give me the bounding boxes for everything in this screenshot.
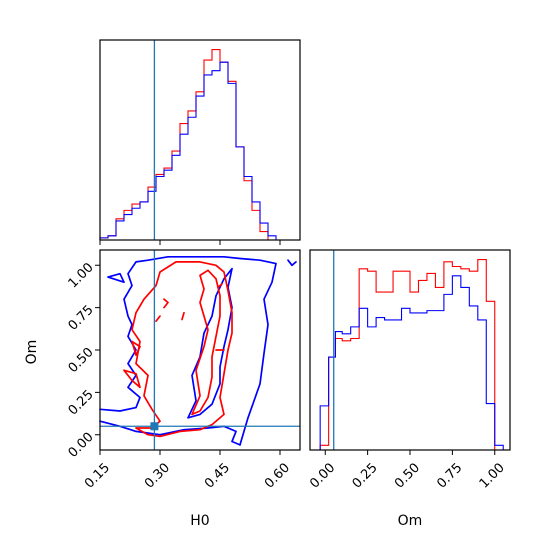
om-hist-xtick-label-1: 0.00 — [307, 460, 338, 491]
x-axis-label-om: Om — [398, 513, 423, 529]
om-hist-series-1 — [310, 258, 510, 451]
om-histogram-panel: 0.00 0.25 0.50 0.75 1.00 — [307, 249, 511, 492]
contour-inner-1 — [131, 261, 233, 438]
om-hist-xtick-label-5: 1.00 — [477, 460, 508, 491]
h0-hist-series-2 — [99, 61, 277, 240]
joint-xtick-label-3: 0.45 — [202, 460, 233, 491]
om-hist-xtick-label-2: 0.25 — [350, 460, 381, 491]
joint-xtick-label-2: 0.30 — [142, 460, 173, 491]
contour-outer-1 — [99, 420, 241, 446]
h0-hist-frame — [99, 39, 301, 241]
contour-inner-6 — [155, 315, 161, 323]
contour-inner-2 — [191, 269, 221, 416]
joint-ytick-label-2: 0.25 — [66, 387, 97, 418]
h0-hist-series-1 — [99, 48, 276, 241]
contour-outer-2 — [99, 255, 277, 446]
joint-ytick-label-4: 0.75 — [66, 303, 97, 334]
contour-outer-3 — [107, 272, 125, 284]
joint-xtick-label-1: 0.15 — [82, 460, 113, 491]
joint-ytick-label-5: 1.00 — [66, 260, 97, 291]
contour-outer-4 — [287, 259, 297, 267]
contour-outer-5 — [187, 267, 233, 419]
joint-ytick-label-3: 0.50 — [66, 345, 97, 376]
contour-inner-5 — [163, 298, 169, 309]
om-hist-series-2 — [310, 275, 510, 451]
h0-om-contour-panel: 0.15 0.30 0.45 0.60 0.00 0.25 0.50 0.75 1.00 — [66, 249, 301, 492]
contour-inner-7 — [181, 311, 185, 321]
contour-inner-4 — [131, 340, 141, 356]
contour-inner-9 — [217, 283, 223, 289]
x-axis-label-h0: H0 — [190, 513, 209, 529]
y-axis-label-om: Om — [24, 340, 40, 365]
om-hist-xtick-label-3: 0.50 — [392, 460, 423, 491]
contour-inner-3 — [123, 369, 141, 389]
joint-truth-marker — [150, 422, 159, 431]
joint-xtick-label-4: 0.60 — [262, 460, 293, 491]
joint-ytick-label-1: 0.00 — [66, 430, 97, 461]
h0-histogram-panel — [99, 39, 301, 245]
om-hist-xtick-label-4: 0.75 — [434, 460, 465, 491]
